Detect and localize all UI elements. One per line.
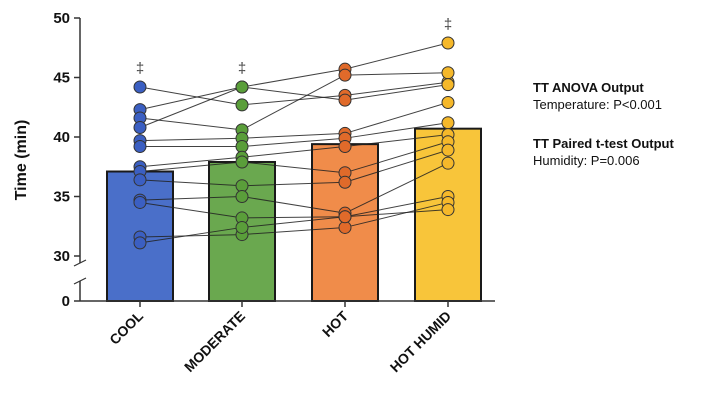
data-point [235, 190, 249, 203]
subject-line [344, 134, 449, 148]
subject-line [241, 216, 346, 219]
anova-title: TT ANOVA Output [533, 80, 644, 95]
subject-line [139, 161, 243, 173]
axis-break-mark [73, 277, 87, 285]
data-point [235, 80, 249, 94]
x-tick-label: HOT [319, 307, 352, 340]
y-tick-label: 45 [53, 70, 70, 87]
y-tick-label: 35 [53, 189, 70, 206]
data-point [441, 203, 455, 217]
data-point [441, 116, 455, 130]
data-point [133, 173, 147, 187]
x-tick-label: MODERATE [181, 308, 248, 375]
y-tick-label: 40 [53, 129, 70, 146]
subject-line [241, 132, 346, 139]
subject-line [241, 137, 346, 148]
subject-line [241, 86, 346, 101]
data-point [441, 36, 455, 50]
data-point [133, 80, 147, 94]
data-point [133, 236, 147, 250]
data-point [235, 98, 249, 112]
y-tick-label: 30 [53, 248, 70, 265]
anova-annotation: TT ANOVA Output Temperature: P<0.001 [533, 79, 662, 113]
subject-line [139, 86, 243, 106]
significance-marker: ‡ [136, 60, 144, 77]
anova-result: Temperature: P<0.001 [533, 97, 662, 112]
subject-line [344, 102, 449, 134]
data-point [338, 210, 352, 224]
significance-marker: ‡ [238, 60, 246, 77]
ttest-result: Humidity: P=0.006 [533, 153, 640, 168]
subject-line [241, 161, 346, 174]
subject-line [344, 201, 449, 228]
data-point [133, 140, 147, 154]
x-tick-label: COOL [106, 307, 146, 347]
subject-line [344, 42, 449, 70]
subject-line [241, 74, 346, 131]
subject-line [139, 86, 243, 128]
subject-line [139, 179, 243, 187]
data-point [133, 195, 147, 209]
data-point [338, 220, 352, 234]
subject-line [139, 86, 243, 111]
subject-line [139, 156, 243, 168]
data-point [235, 155, 249, 169]
significance-marker: ‡ [444, 16, 452, 33]
subject-line [139, 226, 243, 244]
subject-line [139, 196, 243, 201]
subject-line [139, 234, 243, 238]
subject-line [344, 84, 449, 101]
subject-line [241, 68, 346, 88]
data-point [338, 93, 352, 107]
subject-line [344, 81, 449, 96]
data-point [338, 140, 352, 154]
data-point [235, 140, 249, 154]
subject-line [139, 201, 243, 219]
subject-line [139, 117, 243, 131]
data-point [338, 175, 352, 189]
subject-line [241, 146, 346, 158]
ttest-title: TT Paired t-test Output [533, 136, 674, 151]
subject-line [344, 72, 449, 76]
data-point [441, 95, 455, 109]
x-tick-label: HOT HUMID [387, 308, 454, 375]
subject-line [241, 94, 346, 106]
subject-line [344, 122, 449, 139]
ttest-annotation: TT Paired t-test Output Humidity: P=0.00… [533, 135, 674, 169]
data-point [441, 78, 455, 92]
data-point [338, 68, 352, 82]
subject-line [241, 196, 346, 214]
subject-line [139, 137, 243, 142]
y-axis-label: Time (min) [13, 120, 30, 201]
subject-line [344, 162, 449, 214]
axis-break-mark [73, 259, 87, 267]
data-point [441, 66, 455, 80]
subject-line [241, 226, 346, 236]
data-point [235, 179, 249, 193]
subject-line [344, 196, 449, 218]
subject-line [344, 141, 449, 174]
data-point [441, 143, 455, 157]
data-point [133, 120, 147, 134]
subject-line [344, 209, 449, 218]
data-point [441, 156, 455, 170]
y-tick-label: 0 [62, 293, 70, 310]
subject-line [344, 149, 449, 183]
data-point [235, 220, 249, 234]
subject-line [241, 216, 346, 228]
subject-line [241, 181, 346, 187]
y-tick-label: 50 [53, 10, 70, 27]
